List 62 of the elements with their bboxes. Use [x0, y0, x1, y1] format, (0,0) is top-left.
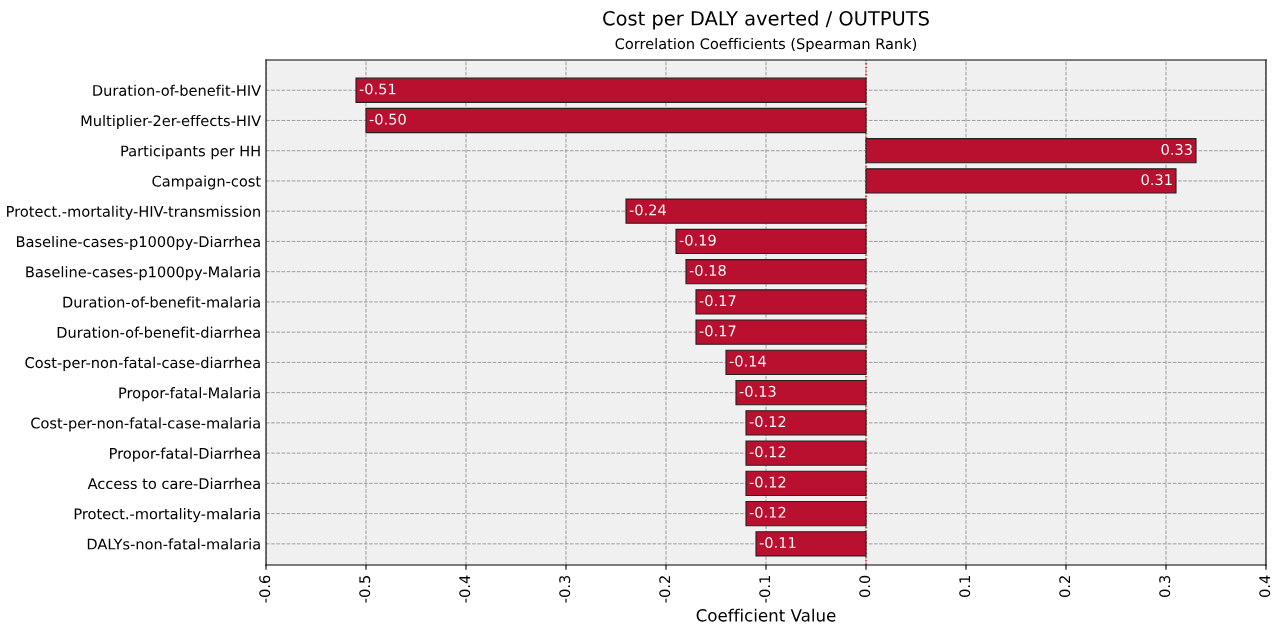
y-tick-label: Baseline-cases-p1000py-Malaria [26, 266, 260, 281]
x-tick-label: 0.2 [1059, 576, 1071, 597]
data-label: -0.18 [689, 264, 726, 276]
y-tick-label: Campaign-cost [152, 175, 261, 190]
y-tick-label: DALYs-non-fatal-malaria [87, 538, 260, 550]
bar [685, 259, 867, 285]
bar [725, 349, 867, 376]
x-tick-label: -0.1 [759, 576, 771, 603]
data-label: -0.17 [699, 295, 736, 307]
bar [745, 500, 867, 527]
data-label: -0.24 [629, 204, 666, 216]
y-tick-label: Multiplier-2er-effects-HIV [81, 114, 262, 130]
x-tick-label: -0.4 [459, 575, 471, 603]
y-tick-label: Cost-per-non-fatal-case-malaria [31, 417, 260, 432]
data-label: -0.17 [699, 325, 736, 337]
bar [745, 470, 867, 497]
y-tick-label: Propor-fatal-Malaria [119, 387, 260, 402]
y-tick-label: Duration-of-benefit-HIV [93, 84, 262, 96]
data-label: 0.33 [1161, 143, 1192, 155]
data-label: -0.14 [729, 355, 766, 367]
data-label: -0.13 [739, 385, 776, 397]
y-tick-label: Propor-fatal-Diarrhea [110, 447, 260, 462]
bar [695, 289, 867, 315]
data-label: 0.31 [1141, 174, 1172, 186]
x-tick-label: 0.4 [1259, 575, 1271, 597]
chart-title: Cost per DALY averted / OUTPUTS [603, 10, 929, 30]
bar [365, 107, 867, 134]
y-tick-label: Participants per HH [121, 145, 260, 160]
bar [735, 379, 867, 406]
x-tick-label: 0.1 [959, 576, 971, 597]
data-label: -0.12 [749, 506, 786, 518]
data-label: -0.12 [749, 416, 786, 428]
bar [625, 198, 867, 224]
y-tick-label: Protect.-mortality-HIV-transmission [7, 205, 260, 220]
bar [355, 77, 867, 103]
y-tick-label: Duration-of-benefit-malaria [63, 296, 260, 308]
data-label: -0.12 [749, 476, 786, 488]
bar [745, 410, 867, 436]
chart-subtitle: Correlation Coefficients (Spearman Rank) [615, 37, 917, 53]
y-tick-label: Cost-per-non-fatal-case-diarrhea [25, 356, 260, 371]
data-label: -0.50 [369, 113, 406, 125]
bar [755, 531, 867, 557]
x-tick-label: 0.3 [1159, 575, 1171, 597]
y-tick-label: Baseline-cases-p1000py-Diarrhea [16, 235, 260, 251]
bar [695, 319, 867, 345]
data-label: -0.19 [679, 234, 716, 246]
y-tick-label: Access to care-Diarrhea [87, 477, 260, 490]
bar [745, 440, 867, 466]
x-axis-title: Coefficient Value [696, 608, 836, 622]
bar [865, 138, 1197, 164]
data-label: -0.11 [759, 537, 796, 549]
data-label: -0.12 [749, 446, 786, 458]
x-tick-label: -0.5 [359, 575, 371, 603]
x-tick-label: -0.3 [559, 575, 571, 603]
bar [865, 168, 1177, 194]
x-tick-label: 0.0 [859, 575, 871, 597]
data-label: -0.51 [359, 83, 396, 95]
y-tick-label: Duration-of-benefit-diarrhea [57, 326, 260, 338]
x-tick-label: -0.2 [659, 576, 671, 603]
y-tick-label: Protect.-mortality-malaria [74, 508, 260, 523]
bar [675, 228, 867, 255]
x-tick-label: -0.6 [259, 575, 271, 603]
